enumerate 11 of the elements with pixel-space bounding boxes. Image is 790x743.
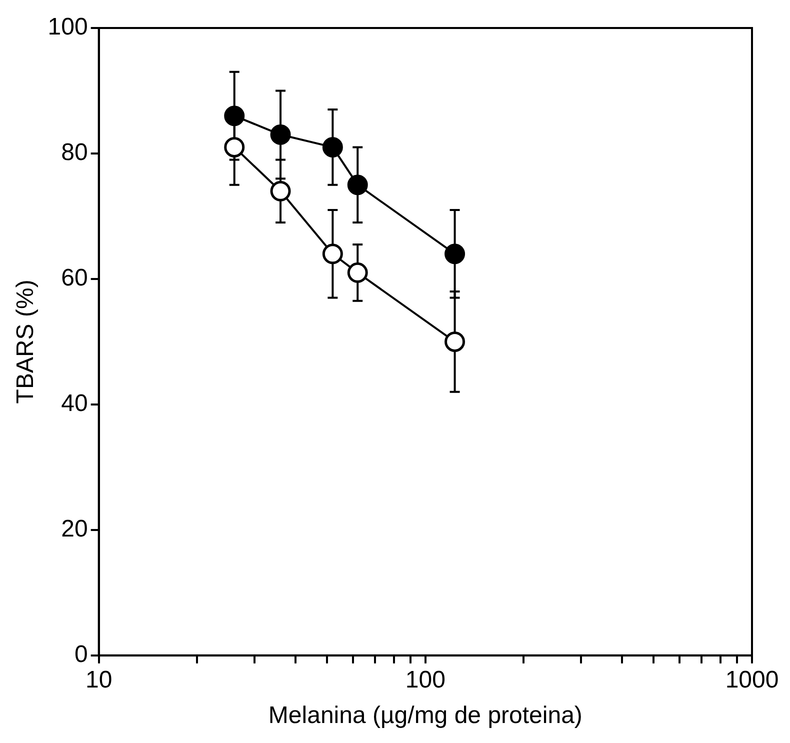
- x-tick-label: 10: [85, 666, 112, 694]
- y-axis-title: TBARS (%): [12, 280, 40, 404]
- y-tick-label: 100: [48, 14, 88, 41]
- x-tick-label: 1000: [725, 666, 779, 694]
- y-tick-label: 20: [61, 516, 88, 543]
- x-axis-title: Melanina (µg/mg de proteina): [268, 702, 582, 730]
- y-tick-label: 60: [61, 264, 88, 292]
- y-tick-label: 0: [74, 641, 88, 668]
- x-tick-label: 100: [405, 666, 446, 694]
- y-tick-label: 40: [61, 390, 88, 418]
- y-tick-label: 80: [61, 139, 88, 166]
